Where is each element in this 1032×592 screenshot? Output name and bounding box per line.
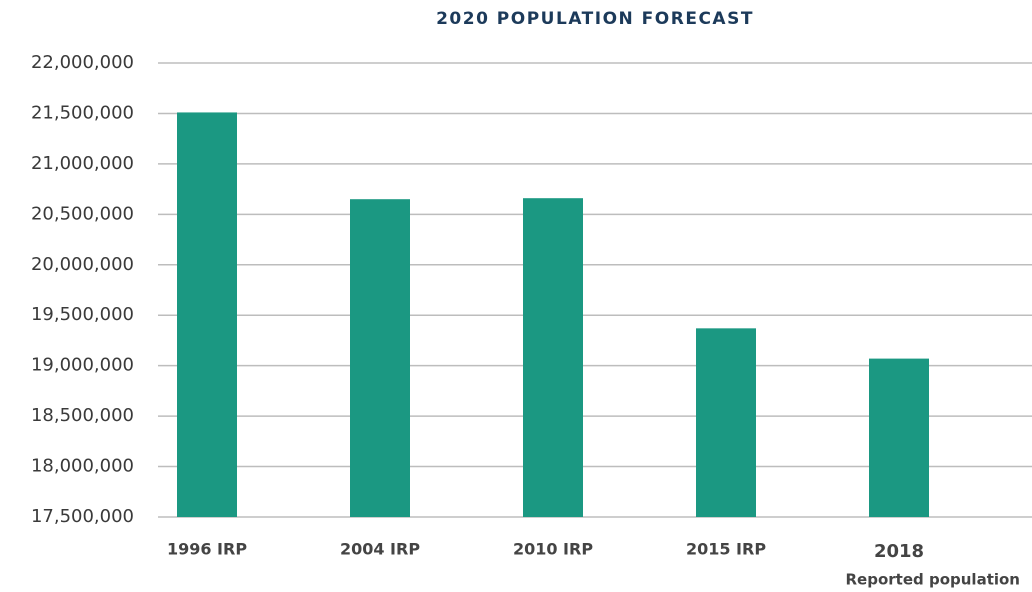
y-tick-label: 18,000,000 <box>31 456 134 477</box>
y-tick-label: 19,500,000 <box>31 304 134 325</box>
bar <box>696 328 756 517</box>
chart-title: 2020 POPULATION FORECAST <box>436 9 754 29</box>
y-tick-label: 21,000,000 <box>31 153 134 174</box>
y-tick-label: 20,000,000 <box>31 254 134 275</box>
x-tick-label: 2004 IRP <box>340 540 420 559</box>
y-tick-label: 21,500,000 <box>31 102 134 123</box>
y-tick-label: 19,000,000 <box>31 355 134 376</box>
x-tick-label: 1996 IRP <box>167 540 247 559</box>
x-tick-label: 2015 IRP <box>686 540 766 559</box>
x-tick-label: 2018 <box>874 541 924 562</box>
y-tick-label: 18,500,000 <box>31 405 134 426</box>
bar <box>177 112 237 518</box>
x-tick-label: 2010 IRP <box>513 540 593 559</box>
y-tick-label: 22,000,000 <box>31 52 134 73</box>
bar <box>869 358 929 517</box>
y-tick-label: 17,500,000 <box>31 506 134 527</box>
bar <box>523 198 583 518</box>
bar <box>350 199 410 517</box>
y-tick-label: 20,500,000 <box>31 203 134 224</box>
category-note: Reported population <box>846 571 1021 589</box>
